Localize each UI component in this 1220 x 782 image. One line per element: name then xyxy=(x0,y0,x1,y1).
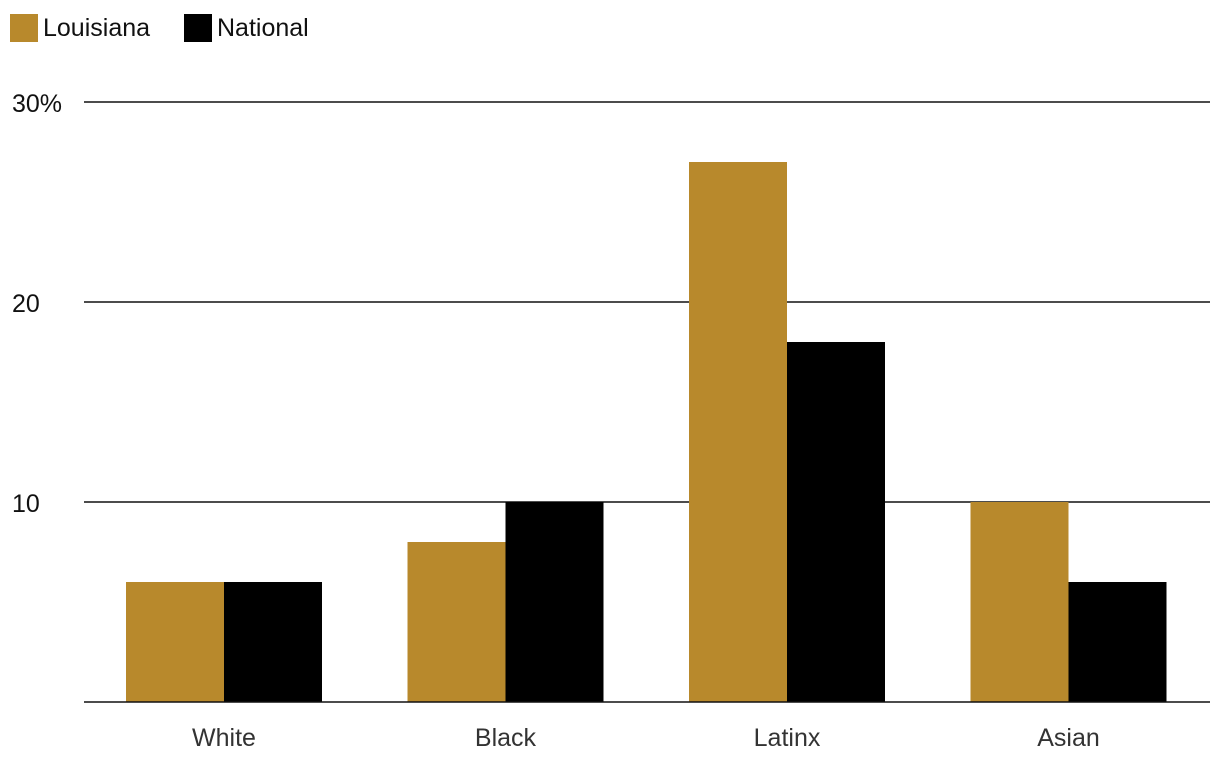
y-axis-tick-labels: 10 20 30% xyxy=(12,90,62,518)
bar-asian-national xyxy=(1068,582,1167,702)
bar-white-national xyxy=(224,582,322,702)
legend-label-national: National xyxy=(217,14,309,42)
x-category-label-asian: Asian xyxy=(1037,724,1100,752)
bar-latinx-national xyxy=(787,342,885,702)
y-tick-label-10: 10 xyxy=(12,490,40,518)
y-gridlines xyxy=(84,101,1210,503)
bar-white-louisiana xyxy=(126,582,224,702)
bar-asian-louisiana xyxy=(970,502,1069,702)
x-category-label-black: Black xyxy=(475,724,537,752)
legend-swatch-national xyxy=(184,14,212,42)
legend-swatch-louisiana xyxy=(10,14,38,42)
legend-label-louisiana: Louisiana xyxy=(43,14,150,42)
chart-legend: Louisiana National xyxy=(10,14,309,42)
bar-latinx-louisiana xyxy=(689,162,787,702)
chart-bars xyxy=(126,162,1167,702)
bar-black-louisiana xyxy=(407,542,506,702)
y-tick-label-20: 20 xyxy=(12,290,40,318)
x-category-label-white: White xyxy=(192,724,256,752)
bar-black-national xyxy=(505,502,604,702)
y-tick-label-30: 30% xyxy=(12,90,62,118)
x-axis-category-labels: White Black Latinx Asian xyxy=(192,724,1100,752)
x-category-label-latinx: Latinx xyxy=(754,724,821,752)
